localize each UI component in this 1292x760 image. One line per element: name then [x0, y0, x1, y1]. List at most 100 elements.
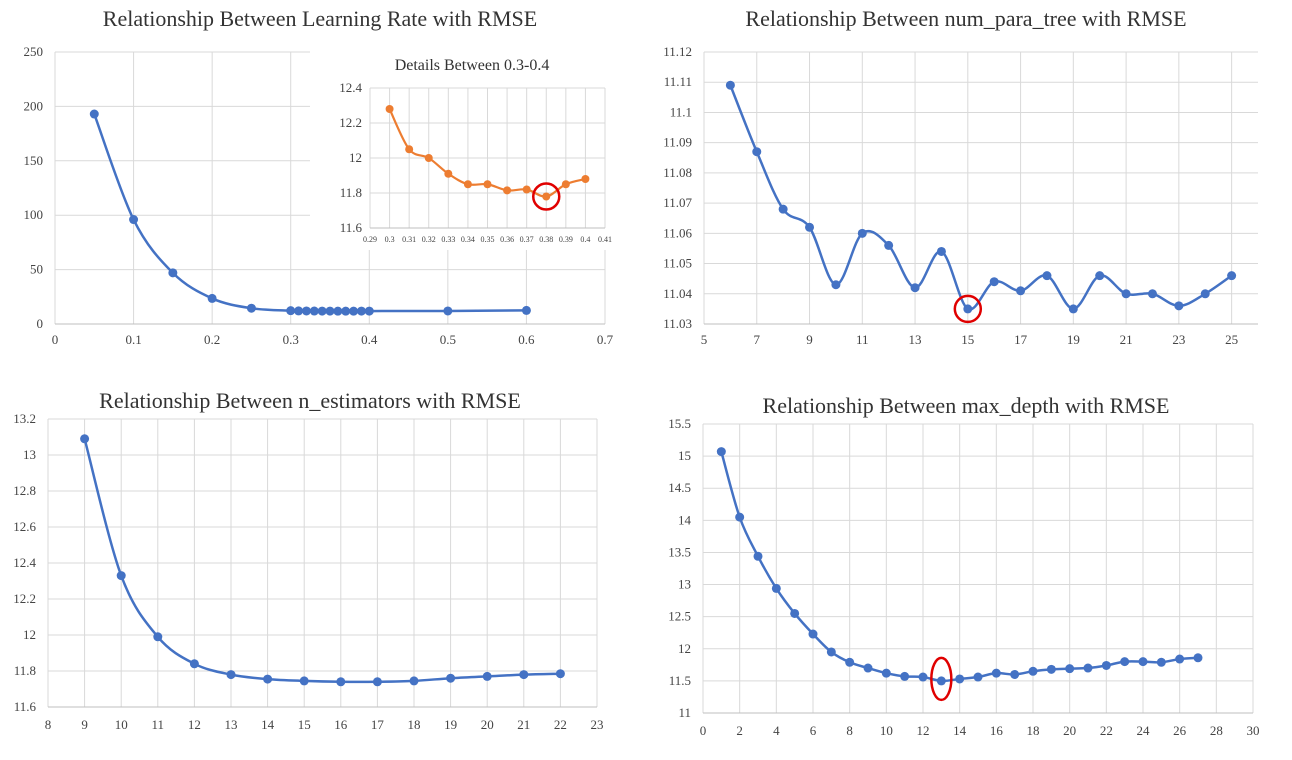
md-data-point	[1120, 657, 1130, 667]
md-x-tick-label: 4	[773, 723, 780, 738]
npt-x-tick-label: 21	[1120, 332, 1133, 347]
lr-data-point	[317, 306, 327, 316]
npt-y-tick-label: 11.07	[663, 195, 692, 210]
md-data-point	[936, 676, 946, 686]
nest-data-point	[226, 670, 236, 680]
npt-data-point	[910, 283, 920, 293]
nest-data-point	[116, 571, 126, 581]
md-data-point	[918, 672, 928, 682]
md-data-point	[1175, 654, 1185, 664]
npt-chart-title: Relationship Between num_para_tree with …	[745, 6, 1186, 31]
md-data-point	[716, 447, 726, 457]
md-data-point	[1138, 657, 1148, 667]
md-x-tick-label: 24	[1137, 723, 1151, 738]
npt-y-tick-label: 11.09	[663, 135, 692, 150]
inset-data-point	[463, 180, 472, 189]
npt-data-point	[989, 277, 999, 287]
npt-data-point	[884, 240, 894, 250]
lr-data-point	[521, 305, 531, 315]
md-data-point	[881, 668, 891, 678]
npt-min-highlight-circle	[953, 294, 983, 324]
md-data-point	[973, 672, 983, 682]
inset-x-tick-label: 0.35	[481, 235, 495, 244]
lr-data-point	[341, 306, 351, 316]
npt-y-tick-label: 11.12	[663, 44, 692, 59]
md-data-point	[1028, 666, 1038, 676]
md-data-point	[863, 663, 873, 673]
nest-x-tick-label: 19	[444, 717, 457, 732]
inset-data-point	[385, 105, 394, 113]
lr-data-point	[443, 306, 453, 316]
md-y-tick-label: 13	[678, 577, 691, 592]
npt-x-tick-label: 7	[754, 332, 761, 347]
nest-x-tick-label: 9	[81, 717, 88, 732]
md-y-tick-label: 12.5	[668, 609, 691, 624]
nest-chart-title: Relationship Between n_estimators with R…	[99, 388, 521, 413]
inset-y-tick-label: 11.6	[340, 220, 363, 235]
chart-inset: Details Between 0.3-0.4 0.29 0.3 0.31 0.32 0.…	[310, 48, 615, 250]
nest-x-tick-label: 10	[115, 717, 128, 732]
md-x-tick-label: 26	[1173, 723, 1187, 738]
md-data-point	[991, 668, 1001, 678]
nest-x-tick-label: 22	[554, 717, 567, 732]
inset-data-point	[542, 192, 551, 201]
lr-data-point	[349, 306, 359, 316]
npt-data-point	[805, 222, 815, 232]
lr-x-tick-label: 0.5	[440, 332, 456, 347]
md-x-tick-label: 8	[846, 723, 853, 738]
nest-y-tick-label: 11.6	[14, 699, 37, 714]
nest-data-point	[336, 677, 346, 687]
npt-data-point	[752, 147, 762, 157]
nest-x-tick-label: 21	[517, 717, 530, 732]
inset-x-tick-label: 0.36	[500, 235, 514, 244]
npt-data-point	[857, 228, 867, 238]
md-data-point	[1083, 663, 1093, 673]
npt-y-tick-label: 11.11	[664, 74, 692, 89]
inset-data-point	[581, 175, 590, 183]
nest-y-tick-label: 11.8	[14, 663, 36, 678]
inset-y-tick-label: 12.4	[339, 80, 362, 95]
inset-data-point	[503, 186, 512, 195]
md-x-tick-label: 10	[880, 723, 893, 738]
inset-y-tick-label: 12.2	[339, 115, 362, 130]
md-data-point	[1010, 669, 1020, 679]
md-data-point	[1046, 664, 1056, 674]
npt-x-tick-label: 25	[1225, 332, 1238, 347]
npt-y-tick-label: 11.04	[663, 286, 692, 301]
npt-data-point	[1147, 289, 1157, 299]
npt-x-tick-label: 9	[806, 332, 813, 347]
inset-data-point	[405, 145, 414, 154]
md-data-point	[1101, 660, 1111, 670]
lr-data-point	[356, 306, 366, 316]
inset-x-tick-label: 0.32	[422, 235, 436, 244]
nest-y-tick-label: 12.4	[13, 555, 36, 570]
nest-data-point	[372, 677, 382, 687]
md-x-tick-label: 6	[810, 723, 817, 738]
npt-x-tick-label: 11	[856, 332, 869, 347]
lr-data-point	[309, 306, 319, 316]
md-x-tick-label: 22	[1100, 723, 1113, 738]
md-data-point	[955, 674, 965, 684]
lr-x-tick-label: 0	[52, 332, 59, 347]
inset-chart-title: Details Between 0.3-0.4	[395, 57, 550, 74]
nest-x-tick-label: 23	[591, 717, 604, 732]
md-data-point	[735, 512, 745, 522]
md-x-tick-label: 18	[1027, 723, 1040, 738]
md-data-point	[808, 629, 818, 639]
lr-x-tick-label: 0.3	[283, 332, 299, 347]
inset-x-tick-label: 0.34	[461, 235, 475, 244]
nest-y-tick-label: 12	[23, 627, 36, 642]
inset-x-tick-label: 0.4	[580, 235, 590, 244]
inset-data-point	[444, 169, 453, 178]
md-data-point	[1193, 653, 1203, 663]
nest-y-tick-label: 12.8	[13, 483, 36, 498]
nest-y-tick-label: 12.2	[13, 591, 36, 606]
nest-data-point	[80, 434, 90, 444]
nest-x-tick-label: 11	[152, 717, 165, 732]
nest-data-point	[409, 676, 419, 686]
inset-y-tick-label: 11.8	[340, 185, 362, 200]
npt-data-point	[1174, 301, 1184, 311]
lr-y-tick-label: 250	[24, 44, 44, 59]
inset-x-tick-label: 0.3	[385, 235, 395, 244]
md-data-point	[845, 657, 855, 667]
